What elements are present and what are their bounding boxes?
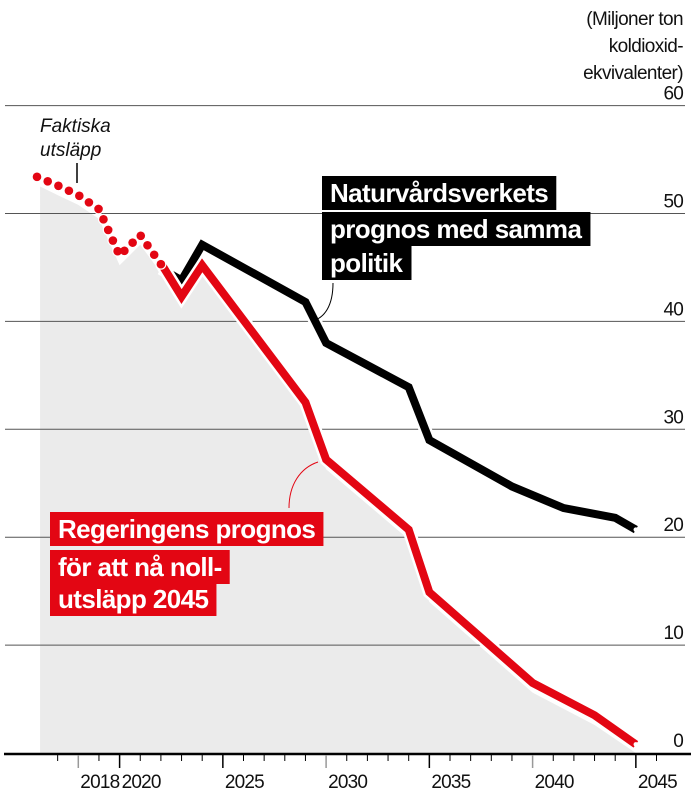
red-series-label: Regeringens prognos för att nå noll- uts…: [50, 512, 324, 616]
series-end-marker: [633, 742, 639, 747]
y-tick-label: 10: [663, 623, 683, 644]
unit-line-3: ekvivalenter): [583, 63, 683, 84]
actual-emissions-dot: [143, 240, 152, 250]
actual-emissions-dot: [108, 236, 118, 245]
label-bg: [322, 212, 591, 246]
series-end-marker: [633, 527, 639, 532]
x-tick-label: 2040: [535, 772, 574, 793]
y-tick-label: 30: [663, 407, 683, 428]
actual-label-line-2: utsläpp: [40, 140, 101, 161]
x-tick-label: 2018: [80, 772, 119, 793]
red-label-line-3: utsläpp 2045: [58, 584, 208, 614]
x-tick-label: 2045: [638, 772, 677, 793]
actual-emissions-dot: [99, 215, 108, 224]
actual-emissions-dot: [32, 172, 42, 182]
red-label-line-2: för att nå noll-: [58, 552, 222, 582]
actual-emissions-dot: [128, 238, 137, 247]
actual-emissions-dot: [94, 204, 103, 214]
unit-line-1: (Miljoner ton: [586, 9, 683, 30]
black-label-line-3: politik: [330, 248, 403, 278]
y-tick-labels: 0 10 20 30 40 50 60: [663, 84, 684, 752]
series-lines: [31, 171, 640, 750]
actual-label-line-1: Faktiska: [40, 116, 111, 137]
actual-emissions-label: Faktiska utsläpp: [40, 116, 111, 183]
actual-emissions-dot: [64, 186, 74, 196]
actual-emissions-dot: [149, 250, 159, 260]
actual-emissions-dot: [84, 198, 94, 207]
actual-emissions-dot: [54, 181, 63, 191]
black-label-leader: [311, 282, 334, 322]
x-axis: 2018 2020 2025 2030 2035 2040 2045: [4, 752, 691, 793]
label-bg: [50, 550, 230, 584]
x-tick-label: 2035: [431, 772, 470, 793]
black-label-line-2: prognos med samma: [330, 214, 582, 244]
actual-emissions-dot: [156, 259, 166, 269]
y-tick-label: 20: [663, 515, 683, 536]
y-tick-label: 50: [663, 192, 683, 213]
actual-emissions-dot: [75, 191, 84, 201]
red-forecast-line: [157, 258, 639, 748]
label-bg: [50, 582, 217, 616]
black-series-label: Naturvårdsverkets prognos med samma poli…: [322, 176, 591, 280]
black-forecast-line: [158, 239, 638, 534]
red-label-leader: [288, 461, 319, 509]
actual-emissions-dot: [113, 246, 122, 256]
label-bg: [50, 512, 324, 546]
x-tick-label: 2030: [328, 772, 367, 793]
actual-emissions-dot: [103, 225, 113, 235]
label-bg: [322, 246, 412, 280]
y-axis-unit-label: (Miljoner ton koldioxid- ekvivalenter): [583, 9, 684, 84]
x-tick-label: 2020: [122, 772, 161, 793]
black-label-line-1: Naturvårdsverkets: [330, 178, 548, 208]
actual-emissions-dot: [136, 231, 146, 241]
y-tick-label: 40: [663, 299, 683, 320]
y-tick-label: 0: [673, 731, 683, 752]
label-bg: [322, 176, 557, 210]
red-label-line-1: Regeringens prognos: [58, 514, 315, 544]
x-tick-label: 2025: [225, 772, 264, 793]
y-tick-label: 60: [663, 84, 683, 105]
unit-line-2: koldioxid-: [609, 36, 684, 57]
actual-emissions-dot: [43, 176, 53, 186]
actual-emissions-dot: [120, 246, 129, 256]
